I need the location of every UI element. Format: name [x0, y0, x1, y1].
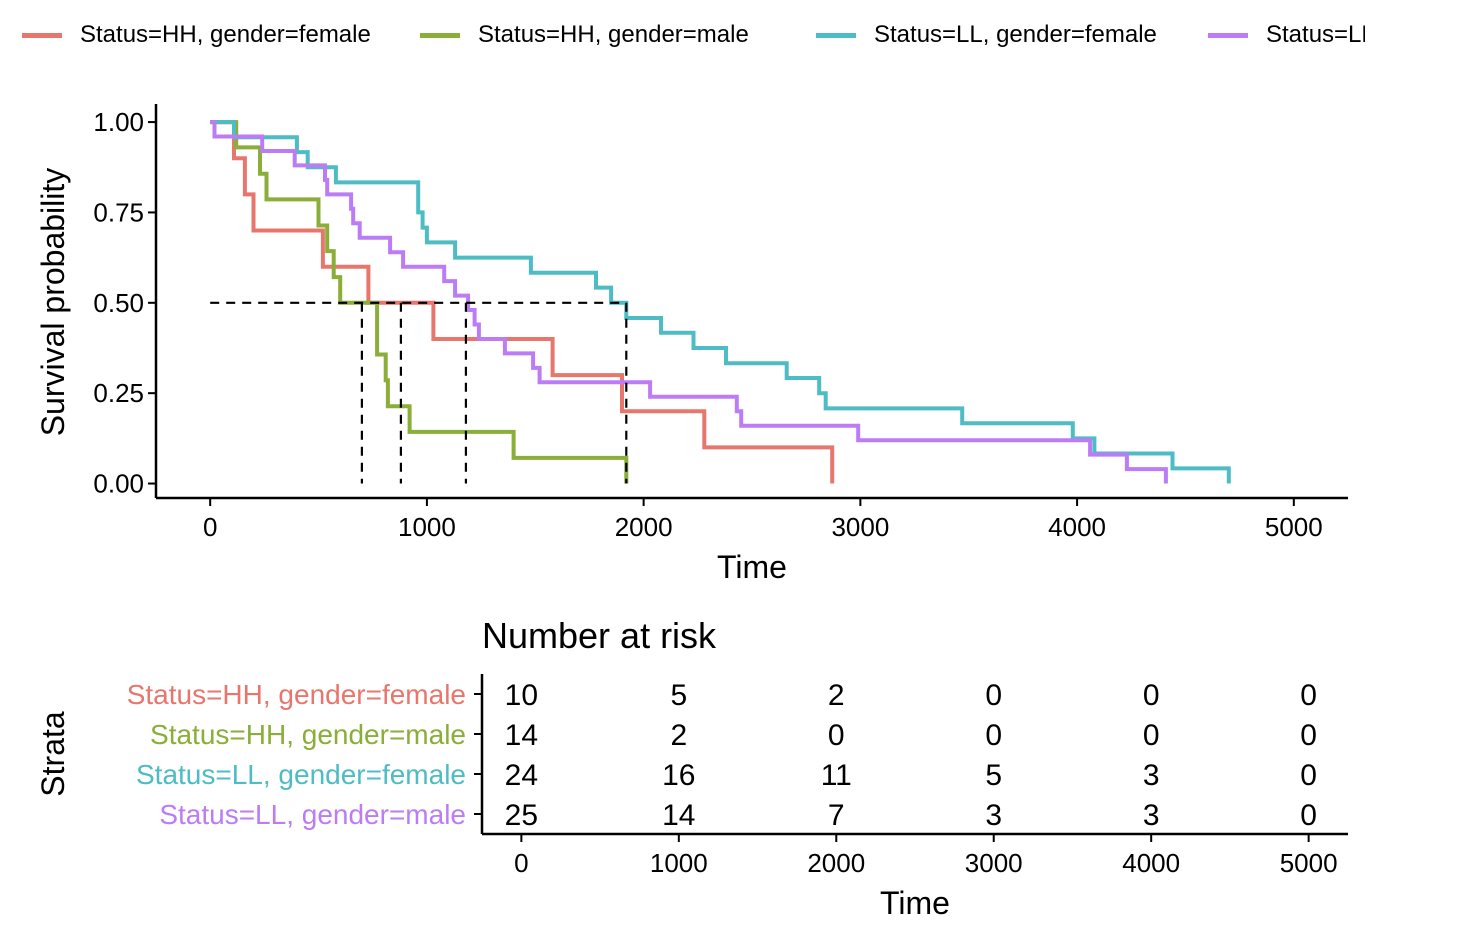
risk-count: 5 [985, 759, 1002, 792]
survival-plot: 0.00 0.25 0.50 0.75 1.00 0 1000 2000 3000 4000 500… [35, 104, 1348, 585]
y-tick-label: 0.50 [93, 288, 144, 318]
x-axis-title: Time [717, 549, 787, 585]
risk-count: 14 [505, 719, 538, 752]
x-tick-label: 1000 [398, 512, 456, 542]
risk-count: 11 [821, 759, 852, 792]
risk-x-tick-label: 3000 [965, 848, 1023, 878]
risk-count: 0 [1143, 679, 1160, 712]
y-tick-label: 0.25 [93, 378, 144, 408]
risk-count: 0 [985, 719, 1002, 752]
risk-x-tick-label: 2000 [807, 848, 865, 878]
risk-count: 0 [985, 679, 1002, 712]
y-tick-label: 0.75 [93, 197, 144, 227]
legend-swatch [22, 33, 62, 38]
y-tick-label: 0.00 [93, 469, 144, 499]
survival-curve [210, 120, 1231, 484]
risk-x-tick-label: 0 [514, 848, 528, 878]
risk-count: 10 [505, 679, 538, 712]
risk-count: 3 [985, 799, 1002, 832]
y-tick-label: 1.00 [93, 107, 144, 137]
risk-x-tick-label: 4000 [1122, 848, 1180, 878]
x-tick-label: 0 [203, 512, 217, 542]
risk-x-axis-title: Time [880, 885, 950, 921]
risk-count: 7 [828, 799, 845, 832]
risk-count: 3 [1143, 759, 1160, 792]
risk-count: 0 [1300, 719, 1317, 752]
legend-label: Status=HH, gender=male [478, 21, 749, 48]
x-tick-label: 5000 [1265, 512, 1323, 542]
risk-count: 0 [1143, 719, 1160, 752]
x-tick-label: 4000 [1048, 512, 1106, 542]
risk-table-title: Number at risk [482, 615, 717, 656]
risk-count: 24 [505, 759, 538, 792]
legend-swatch [1208, 33, 1248, 38]
risk-y-axis-title: Strata [35, 711, 71, 797]
legend: Status=HH, gender=female Status=HH, gende… [0, 0, 1365, 70]
risk-row-label: Status=LL, gender=female [136, 759, 466, 790]
legend-label: Status=HH, gender=female [80, 21, 371, 48]
risk-count: 16 [662, 759, 695, 792]
risk-x-tick-label: 5000 [1280, 848, 1338, 878]
risk-count: 5 [670, 679, 687, 712]
risk-count: 0 [1300, 759, 1317, 792]
legend-label: Status=LL, gender=female [874, 21, 1157, 48]
risk-count: 2 [828, 679, 845, 712]
y-axis-title: Survival probability [35, 168, 71, 437]
risk-count: 0 [1300, 799, 1317, 832]
risk-count: 0 [1300, 679, 1317, 712]
risk-row-label: Status=LL, gender=male [159, 799, 466, 830]
risk-row-label: Status=HH, gender=male [150, 719, 466, 750]
survival-curve [210, 120, 1168, 484]
survival-curve [210, 120, 629, 484]
legend-label: Status=LL, gender=male [1266, 21, 1365, 48]
risk-count: 25 [505, 799, 538, 832]
risk-x-tick-label: 1000 [650, 848, 708, 878]
risk-count: 0 [828, 719, 845, 752]
risk-row-label: Status=HH, gender=female [127, 679, 466, 710]
x-tick-label: 3000 [831, 512, 889, 542]
legend-swatch [816, 33, 856, 38]
risk-count: 2 [670, 719, 687, 752]
legend-swatch [420, 33, 460, 38]
risk-table: Number at risk Status=HH, gender=female 1… [35, 615, 1348, 921]
risk-count: 3 [1143, 799, 1160, 832]
x-tick-label: 2000 [615, 512, 673, 542]
survival-curve [210, 120, 835, 484]
risk-count: 14 [662, 799, 695, 832]
